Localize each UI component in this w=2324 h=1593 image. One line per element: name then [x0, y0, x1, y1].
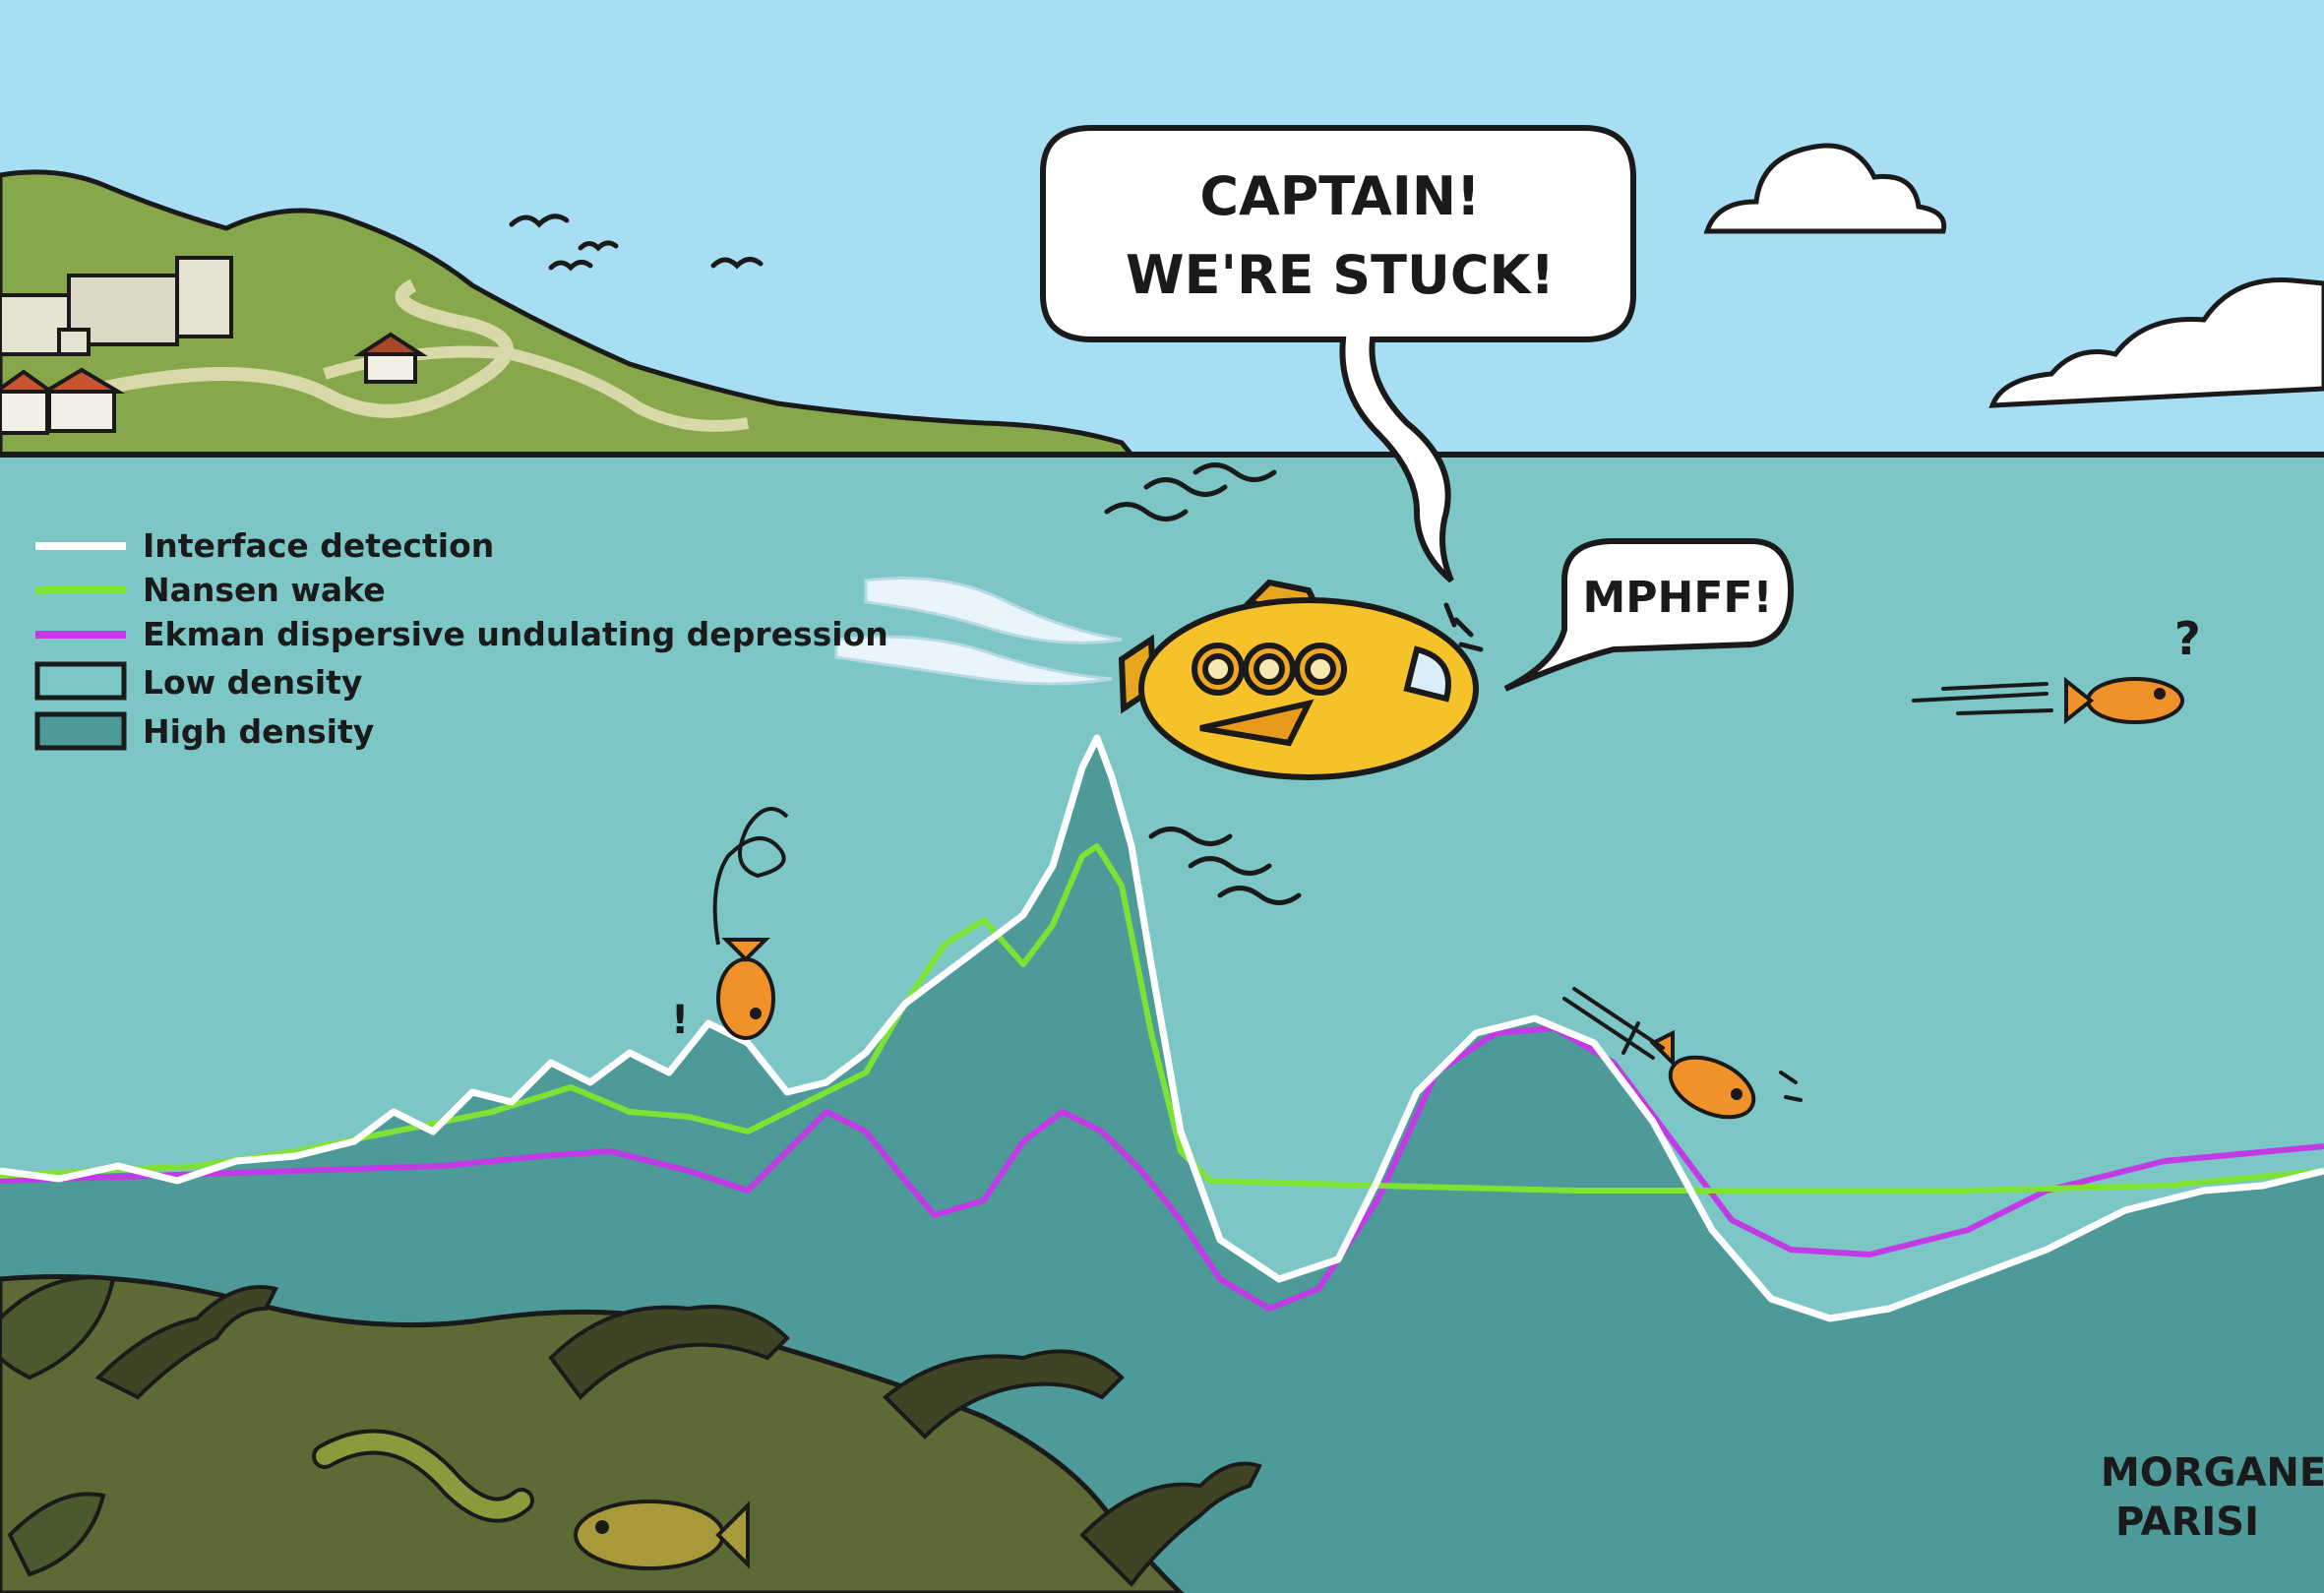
- impact-marks: [1443, 602, 1484, 652]
- wake-trail: [834, 577, 1123, 686]
- fish-icon: [716, 938, 775, 1040]
- captain-line-1: CAPTAIN!: [1199, 165, 1480, 227]
- fish-icon: [1649, 1029, 1756, 1120]
- speech-bubble-captain: [1040, 125, 1636, 583]
- legend-swatch-high-density: [34, 711, 127, 751]
- legend-label-nansen: Nansen wake: [143, 571, 386, 609]
- legend: Interface detection Nansen wake Ekman di…: [34, 526, 888, 751]
- nansen-line: [0, 843, 2324, 1194]
- bird-icon: [509, 214, 764, 272]
- submarine-icon: [1118, 579, 1479, 780]
- captain-line-2: WE'RE STUCK!: [1126, 244, 1555, 306]
- question-mark: ?: [2174, 612, 2201, 665]
- fish-exclamation: MPHFF!: [1582, 573, 1772, 623]
- legend-label-high-density: High density: [143, 712, 374, 751]
- coral-branches: [94, 1285, 1262, 1588]
- cloud-icon: [1703, 143, 1947, 234]
- signature-line-1: MORGANE: [2101, 1450, 2324, 1496]
- legend-label-low-density: Low density: [143, 663, 362, 702]
- signature-line-2: PARISI: [2115, 1500, 2259, 1545]
- legend-label-interface: Interface detection: [143, 526, 494, 565]
- cloud-icon: [1988, 277, 2324, 408]
- interface-line: [0, 734, 2324, 1322]
- ekman-line: [0, 1025, 2324, 1312]
- motion-lines: [1562, 987, 1803, 1102]
- swirl-mark: [712, 807, 789, 946]
- bottom-fish-icon: [574, 1500, 750, 1570]
- fish-icon: [2064, 676, 2184, 725]
- motion-lines: [1104, 462, 1302, 905]
- exclamation-mark: !: [671, 998, 689, 1043]
- hill-road: [77, 278, 514, 418]
- speech-bubble-fish: [1503, 538, 1795, 692]
- eel-icon: [316, 1433, 530, 1519]
- legend-label-ekman: Ekman dispersive undulating depression: [143, 615, 888, 653]
- leaf-icon: [0, 1275, 116, 1577]
- village: [0, 256, 428, 435]
- legend-swatch-low-density: [34, 661, 127, 701]
- motion-lines: [1912, 682, 2053, 715]
